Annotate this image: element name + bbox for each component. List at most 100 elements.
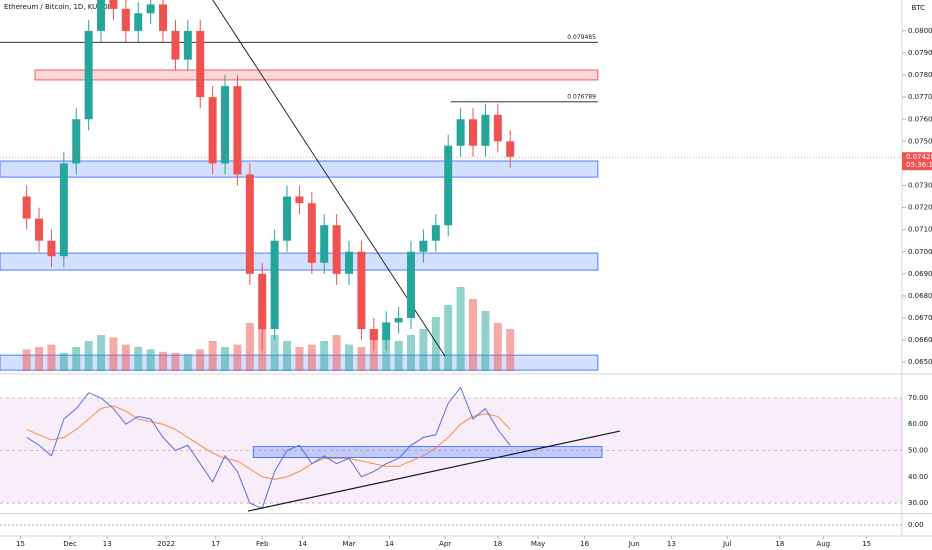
volume-bar (121, 344, 130, 371)
x-tick-label: 14 (385, 540, 394, 548)
x-tick-label: 18 (775, 540, 784, 548)
y-tick-label: 0.073000 (908, 182, 932, 190)
candle-body (72, 119, 81, 164)
volume-bar (283, 341, 292, 371)
volume-bar (159, 351, 168, 371)
candle-body (382, 322, 391, 341)
candle-body (407, 251, 416, 318)
x-tick-label: Aug (816, 540, 830, 548)
zone (0, 252, 599, 271)
countdown: 05:36:17 (906, 161, 932, 169)
y-tick-label: 0.078000 (908, 71, 932, 79)
volume-bar (146, 349, 155, 371)
volume-bar (332, 335, 341, 371)
volume-bar (134, 347, 143, 371)
y-tick-label: 0.080000 (908, 27, 932, 35)
zone (34, 69, 599, 81)
y-tick-label: 0.077000 (908, 93, 932, 101)
candle-body (258, 273, 267, 330)
y-tick-label: 0.075000 (908, 137, 932, 145)
x-tick-label: Apr (439, 540, 451, 548)
rsi-tick-label: 40.00 (908, 473, 928, 481)
x-tick-label: Jul (722, 540, 732, 548)
volume-bar (469, 299, 478, 371)
rsi-tick-label: 60.00 (908, 420, 928, 428)
x-tick-label: 18 (493, 540, 502, 548)
y-tick-label: 0.072000 (908, 204, 932, 212)
volume-bar (431, 317, 440, 371)
volume-bar (295, 347, 304, 371)
candle-body (84, 30, 93, 120)
zone (0, 160, 599, 178)
candle-body (22, 196, 31, 219)
rsi-line (26, 386, 511, 509)
volume-bar (493, 323, 502, 371)
x-tick-label: 13 (667, 540, 676, 548)
volume-bar (183, 354, 192, 371)
candle-body (171, 30, 180, 60)
candle-body (183, 30, 192, 60)
y-tick-label: 0.071000 (908, 226, 932, 234)
volume-bar (270, 335, 279, 371)
volume-bar (394, 341, 403, 371)
candle-body (208, 97, 217, 164)
candle-body (59, 163, 68, 257)
x-tick-label: May (531, 540, 545, 548)
last-price-label: 0.074281 (906, 153, 932, 161)
rsi-box (252, 446, 603, 459)
volume-bar (171, 353, 180, 371)
trendline (212, 0, 446, 357)
volume-bar (382, 335, 391, 371)
x-tick-label: 13 (103, 540, 112, 548)
level-label: 0.076789 (567, 93, 596, 100)
candle-body (419, 240, 428, 252)
x-tick-label: 15 (862, 540, 871, 548)
rsi-ma-line (26, 405, 511, 480)
y-tick-label: 0.069000 (908, 270, 932, 278)
x-tick-label: Feb (256, 540, 269, 548)
y-tick-label: 0.065000 (908, 358, 932, 366)
candle-body (295, 196, 304, 204)
y-tick-label: 0.066000 (908, 336, 932, 344)
x-tick-label: Mar (342, 540, 355, 548)
candle-body (270, 240, 279, 330)
volume-bar (97, 335, 106, 371)
candle-body (320, 225, 329, 263)
rsi-trendline (247, 430, 621, 512)
candle-body (369, 329, 378, 341)
candle-body (146, 4, 155, 14)
candle-body (493, 114, 502, 142)
volume-bar (407, 335, 416, 371)
volume-bar (320, 341, 329, 371)
candle-body (431, 225, 440, 241)
candle-body (283, 196, 292, 241)
candle-body (481, 114, 490, 146)
y-tick-label: 0.067000 (908, 314, 932, 322)
volume-bar (59, 353, 68, 371)
volume-bar (245, 323, 254, 371)
rsi-tick-label: 70.00 (908, 394, 928, 402)
chart-title: Ethereum / Bitcoin, 1D, KUCOIN (4, 3, 115, 11)
candle-body (134, 13, 143, 31)
candle-body (345, 251, 354, 274)
y-tick-label: 0.076000 (908, 115, 932, 123)
volume-bar (47, 344, 56, 371)
candle-body (109, 0, 118, 9)
volume-bar (221, 347, 230, 371)
level-label: 0.079485 (567, 34, 596, 41)
volume-bar (35, 347, 44, 371)
candle-body (469, 119, 478, 146)
y-tick-label: 0.070000 (908, 248, 932, 256)
x-tick-label: Jun (628, 540, 640, 548)
y-tick-label: 0.068000 (908, 292, 932, 300)
candle-body (506, 141, 515, 157)
candle-body (233, 86, 242, 175)
x-tick-label: Dec (63, 540, 77, 548)
volume-bar (22, 349, 31, 371)
candle-body (47, 240, 56, 257)
volume-bar (456, 287, 465, 371)
volume-bar (345, 344, 354, 371)
volume-bar (419, 329, 428, 371)
volume-bar (233, 344, 242, 371)
